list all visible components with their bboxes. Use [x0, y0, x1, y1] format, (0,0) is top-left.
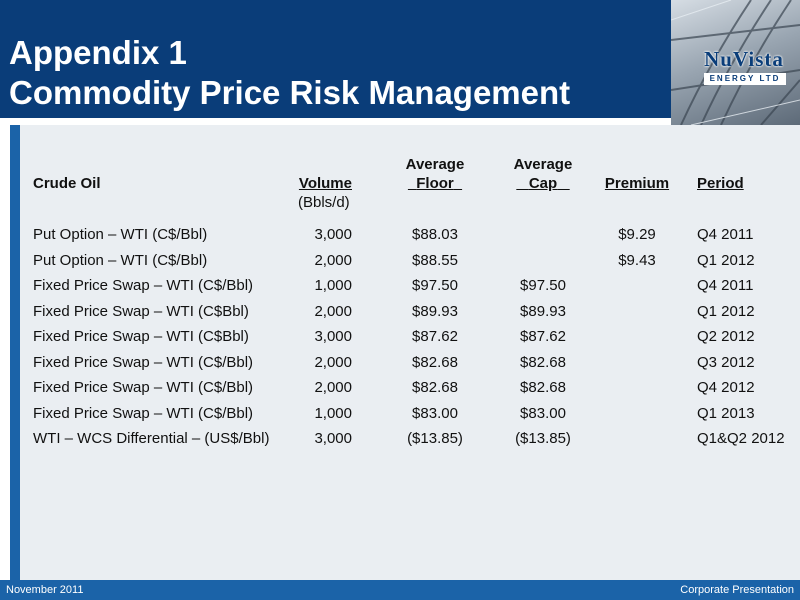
- row-period: Q1 2012: [697, 302, 755, 320]
- row-premium: $9.29: [618, 226, 656, 243]
- row-period: Q1&Q2 2012: [697, 430, 785, 447]
- row-floor: $88.03: [412, 226, 458, 243]
- footer-label: Corporate Presentation: [680, 584, 794, 596]
- row-floor: $82.68: [412, 353, 458, 371]
- row-floor: $89.93: [412, 302, 458, 320]
- header-volume-unit: (Bbls/d): [298, 194, 350, 211]
- row-cap: $97.50: [520, 277, 566, 294]
- row-volume: 1,000: [314, 277, 352, 294]
- header-cap: Cap: [528, 175, 558, 192]
- row-cap: $82.68: [520, 353, 566, 371]
- page-title: Appendix 1 Commodity Price Risk Manageme…: [9, 33, 570, 113]
- row-name: Fixed Price Swap – WTI (C$/Bbl): [33, 404, 254, 422]
- row-cap: ($13.85): [515, 430, 571, 447]
- row-name: Put Option – WTI (C$/Bbl): [33, 251, 208, 269]
- footer-date: November 2011: [6, 584, 84, 596]
- row-cap: $87.62: [520, 328, 566, 345]
- row-volume: 2,000: [314, 379, 352, 396]
- row-name: Put Option – WTI (C$/Bbl): [33, 226, 208, 243]
- row-name: Fixed Price Swap – WTI (C$/Bbl): [33, 277, 254, 294]
- header-photo: [671, 0, 800, 125]
- header-floor-top: Average: [405, 156, 465, 173]
- row-volume: 3,000: [314, 430, 352, 447]
- header-crude-oil: Crude Oil: [33, 175, 101, 192]
- row-period: Q2 2012: [697, 328, 755, 345]
- row-cap: $83.00: [520, 404, 566, 422]
- row-floor: $97.50: [412, 277, 458, 294]
- row-period: Q1 2013: [697, 404, 755, 422]
- title-banner: Appendix 1 Commodity Price Risk Manageme…: [0, 0, 800, 118]
- title-line-1: Appendix 1: [9, 34, 187, 71]
- row-name: Fixed Price Swap – WTI (C$Bbl): [33, 328, 249, 345]
- header-cap-top: Average: [513, 156, 573, 173]
- row-floor: $88.55: [412, 251, 458, 269]
- left-accent-bar: [10, 125, 20, 580]
- row-volume: 2,000: [314, 302, 352, 320]
- row-name: Fixed Price Swap – WTI (C$/Bbl): [33, 353, 254, 371]
- row-volume: 3,000: [314, 328, 352, 345]
- row-cap: $82.68: [520, 379, 566, 396]
- row-volume: 1,000: [314, 404, 352, 422]
- row-period: Q4 2011: [697, 277, 754, 294]
- row-period: Q3 2012: [697, 353, 755, 371]
- row-period: Q4 2011: [697, 226, 754, 243]
- row-volume: 2,000: [314, 353, 352, 371]
- logo-tagline: ENERGY LTD: [704, 73, 786, 85]
- row-name: WTI – WCS Differential – (US$/Bbl): [33, 430, 270, 447]
- company-logo: NuVista ENERGY LTD: [698, 47, 790, 89]
- row-period: Q4 2012: [697, 379, 755, 396]
- row-floor: $82.68: [412, 379, 458, 396]
- title-line-2: Commodity Price Risk Management: [9, 74, 571, 111]
- row-name: Fixed Price Swap – WTI (C$Bbl): [33, 302, 249, 320]
- header-floor: Floor: [416, 175, 454, 192]
- row-volume: 2,000: [314, 251, 352, 269]
- header-volume: Volume: [298, 175, 352, 192]
- row-floor: $87.62: [412, 328, 458, 345]
- footer-bar: November 2011 Corporate Presentation: [0, 580, 800, 600]
- content-panel: [20, 125, 800, 580]
- row-floor: ($13.85): [407, 430, 463, 447]
- logo-wordmark: NuVista: [704, 47, 784, 71]
- header-period: Period: [697, 175, 744, 192]
- row-premium: $9.43: [618, 251, 656, 269]
- row-period: Q1 2012: [697, 251, 755, 269]
- row-name: Fixed Price Swap – WTI (C$/Bbl): [33, 379, 254, 396]
- structure-photo-graphic: [671, 0, 800, 125]
- row-cap: $89.93: [520, 302, 566, 320]
- row-volume: 3,000: [314, 226, 352, 243]
- header-premium: Premium: [604, 175, 670, 192]
- row-floor: $83.00: [412, 404, 458, 422]
